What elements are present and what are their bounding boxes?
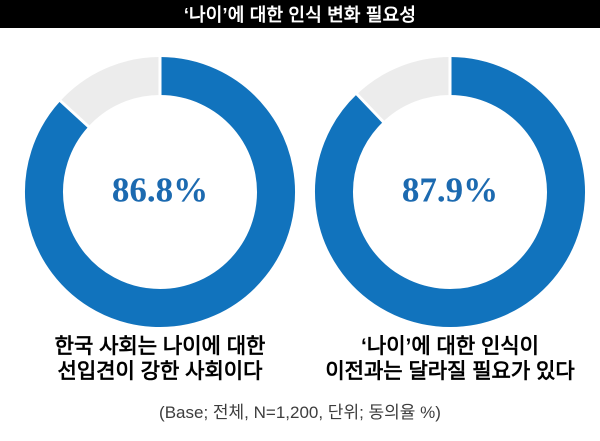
- donut-right-ring-svg: [315, 54, 585, 327]
- donut-left-wrap: 86.8%: [20, 52, 300, 332]
- donut-right-caption-line2: 이전과는 달라질 필요가 있다: [325, 360, 575, 384]
- page-title: ‘나이’에 대한 인식 변화 필요성: [183, 5, 417, 25]
- donut-left-caption-line1: 한국 사회는 나이에 대한: [54, 335, 266, 358]
- donut-left-caption-line2: 선입견이 강한 사회이다: [57, 360, 263, 384]
- donut-left-caption: 한국 사회는 나이에 대한 선입견이 강한 사회이다: [55, 334, 266, 384]
- chart-area: 86.8% 한국 사회는 나이에 대한 선입견이 강한 사회이다 87.9% ‘…: [0, 28, 600, 384]
- donut-right-caption-line1: ‘나이’에 대한 인식이: [361, 335, 539, 358]
- base-note: (Base; 전체, N=1,200, 단위; 동의율 %): [159, 403, 441, 423]
- donut-right-wrap: 87.9%: [310, 52, 590, 332]
- title-bar: ‘나이’에 대한 인식 변화 필요성: [0, 0, 600, 28]
- donut-right-value-label: 87.9%: [401, 170, 499, 210]
- donut-left-value-label: 86.8%: [111, 170, 209, 210]
- donut-left-ring-svg: [25, 54, 295, 327]
- donut-right-caption: ‘나이’에 대한 인식이 이전과는 달라질 필요가 있다: [325, 334, 574, 384]
- donut-chart-left: 86.8% 한국 사회는 나이에 대한 선입견이 강한 사회이다: [20, 52, 300, 384]
- donut-chart-right: 87.9% ‘나이’에 대한 인식이 이전과는 달라질 필요가 있다: [310, 52, 590, 384]
